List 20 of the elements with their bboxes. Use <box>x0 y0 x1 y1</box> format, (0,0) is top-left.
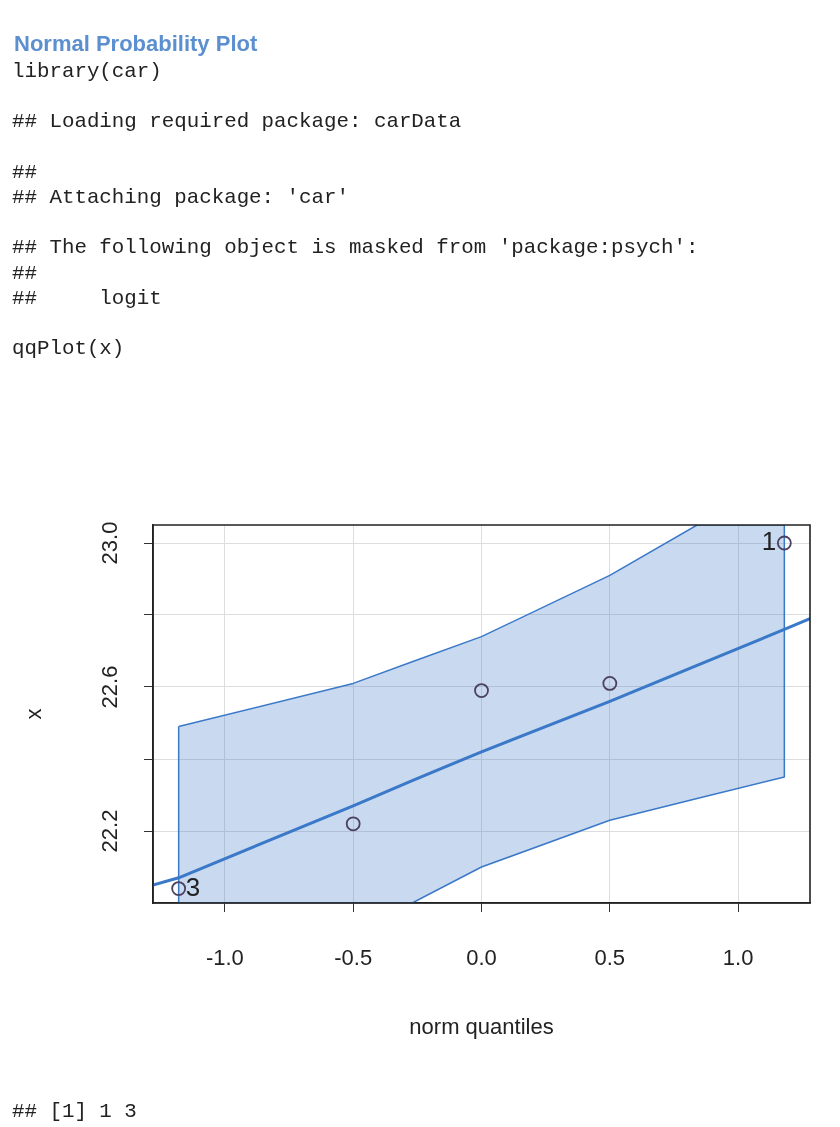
annotation: 1 <box>761 526 777 557</box>
point <box>776 535 792 551</box>
y-axis-title: x <box>21 708 47 720</box>
y-tick-label: 22.6 <box>97 665 123 709</box>
x-tick-label: 0.5 <box>594 945 626 971</box>
x-tick-label: -0.5 <box>334 945 373 971</box>
text: library(car) ## Loading required package: carData ## ## Attaching package: 'car' ## The following object is masked from 'package:psych': ## ## logit qqPlot(x) <box>12 60 699 361</box>
annotation: 3 <box>185 871 201 902</box>
chart-title: Normal Probability Plot <box>14 31 258 57</box>
point <box>171 881 187 896</box>
x-tick-label: -1.0 <box>205 945 244 971</box>
y-tick-label: 22.2 <box>97 809 123 853</box>
point <box>474 683 489 698</box>
text: ## [1] 1 3 <box>12 1099 137 1125</box>
x-axis-title: norm quantiles <box>409 1013 554 1039</box>
x-tick-label: 0.0 <box>466 945 497 971</box>
point <box>345 816 361 832</box>
point <box>602 676 618 691</box>
y-tick-label: 23.0 <box>97 521 123 565</box>
x-tick-label: 1.0 <box>722 945 754 971</box>
